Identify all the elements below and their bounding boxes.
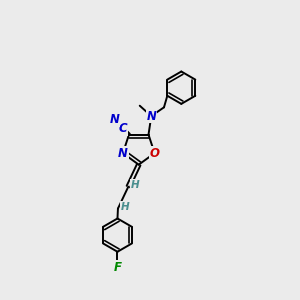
Text: H: H bbox=[131, 180, 140, 190]
Text: O: O bbox=[150, 147, 160, 160]
Text: N: N bbox=[146, 110, 156, 123]
Text: H: H bbox=[121, 202, 129, 212]
Text: F: F bbox=[113, 261, 122, 274]
Text: C: C bbox=[119, 122, 128, 136]
Text: N: N bbox=[118, 147, 128, 160]
Text: N: N bbox=[109, 113, 119, 126]
